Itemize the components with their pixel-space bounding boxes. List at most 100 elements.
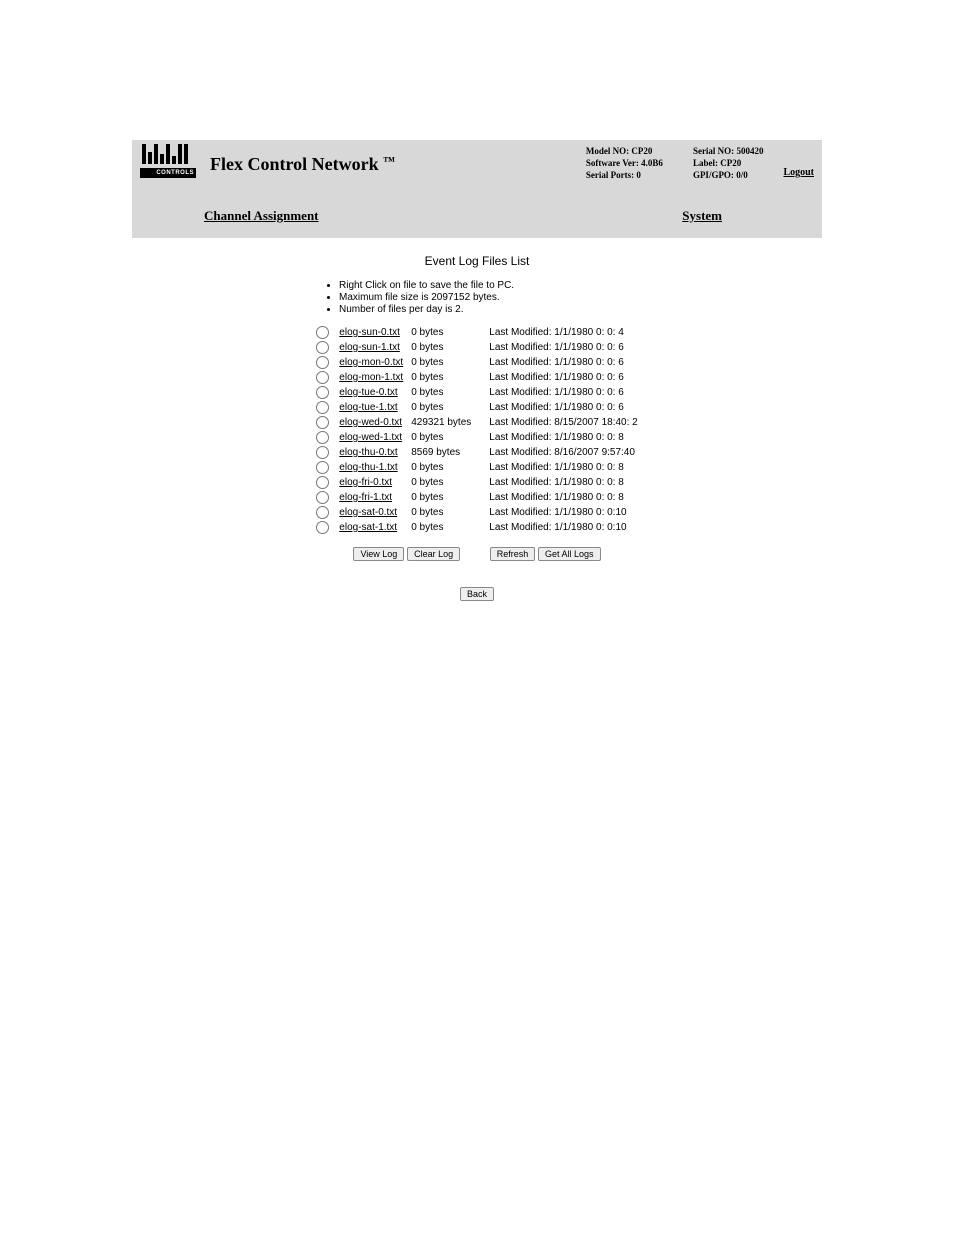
logo: CONTROLS <box>140 144 196 178</box>
gpigpo-value: 0/0 <box>736 170 748 180</box>
file-link[interactable]: elog-mon-0.txt <box>339 357 403 368</box>
file-row: elog-sun-0.txt 0 bytesLast Modified: 1/1/… <box>312 325 641 340</box>
file-link[interactable]: elog-fri-0.txt <box>339 477 392 488</box>
back-button[interactable]: Back <box>460 587 494 601</box>
file-link[interactable]: elog-sun-0.txt <box>339 327 400 338</box>
file-size: 0 bytes <box>407 325 475 340</box>
file-row: elog-wed-0.txt429321 bytesLast Modified:… <box>312 415 641 430</box>
file-link[interactable]: elog-sat-0.txt <box>339 507 397 518</box>
file-modified: Last Modified: 8/16/2007 9:57:40 <box>475 445 641 460</box>
device-info-col-2: Serial NO: 500420 Label: CP20 GPI/GPO: 0… <box>693 146 764 180</box>
file-size: 0 bytes <box>407 400 475 415</box>
app-title-main: Flex Control Network <box>210 154 383 174</box>
logo-controls-label: CONTROLS <box>140 168 196 178</box>
file-select-radio[interactable] <box>316 371 329 384</box>
software-ver-label: Software Ver: <box>586 158 639 168</box>
nav-channel-assignment[interactable]: Channel Assignment <box>204 208 319 224</box>
file-size: 0 bytes <box>407 475 475 490</box>
file-link[interactable]: elog-wed-0.txt <box>339 417 402 428</box>
file-link[interactable]: elog-thu-0.txt <box>339 447 397 458</box>
label-label: Label: <box>693 158 718 168</box>
file-modified: Last Modified: 1/1/1980 0: 0:10 <box>475 505 641 520</box>
section-title: Event Log Files List <box>132 254 822 268</box>
gpigpo-label: GPI/GPO: <box>693 170 734 180</box>
file-size: 0 bytes <box>407 430 475 445</box>
serial-no-value: 500420 <box>736 146 763 156</box>
serial-no-label: Serial NO: <box>693 146 734 156</box>
file-link[interactable]: elog-sat-1.txt <box>339 522 397 533</box>
file-link[interactable]: elog-thu-1.txt <box>339 462 397 473</box>
file-size: 8569 bytes <box>407 445 475 460</box>
file-link[interactable]: elog-tue-1.txt <box>339 402 397 413</box>
device-info-col-1: Model NO: CP20 Software Ver: 4.0B6 Seria… <box>586 146 663 180</box>
get-all-logs-button[interactable]: Get All Logs <box>538 547 601 561</box>
serial-ports-label: Serial Ports: <box>586 170 634 180</box>
header: CONTROLS Flex Control Network ™ Model NO… <box>132 140 822 188</box>
file-select-radio[interactable] <box>316 356 329 369</box>
logout-link[interactable]: Logout <box>783 167 814 178</box>
file-row: elog-thu-1.txt 0 bytesLast Modified: 1/1/… <box>312 460 641 475</box>
file-modified: Last Modified: 1/1/1980 0: 0: 6 <box>475 400 641 415</box>
file-modified: Last Modified: 1/1/1980 0: 0:10 <box>475 520 641 535</box>
back-button-row: Back <box>132 587 822 601</box>
file-row: elog-mon-0.txt0 bytesLast Modified: 1/1/… <box>312 355 641 370</box>
file-size: 0 bytes <box>407 505 475 520</box>
file-row: elog-wed-1.txt 0 bytesLast Modified: 1/1/… <box>312 430 641 445</box>
hint-item: Maximum file size is 2097152 bytes. <box>339 292 629 303</box>
file-link[interactable]: elog-wed-1.txt <box>339 432 402 443</box>
file-modified: Last Modified: 8/15/2007 18:40: 2 <box>475 415 641 430</box>
model-no-value: CP20 <box>631 146 652 156</box>
file-row: elog-mon-1.txt 0 bytesLast Modified: 1/1/… <box>312 370 641 385</box>
hints-list: Right Click on file to save the file to … <box>325 280 629 315</box>
label-value: CP20 <box>720 158 741 168</box>
refresh-button[interactable]: Refresh <box>490 547 536 561</box>
model-no-label: Model NO: <box>586 146 629 156</box>
file-modified: Last Modified: 1/1/1980 0: 0: 6 <box>475 355 641 370</box>
file-select-radio[interactable] <box>316 341 329 354</box>
file-select-radio[interactable] <box>316 446 329 459</box>
file-modified: Last Modified: 1/1/1980 0: 0: 6 <box>475 370 641 385</box>
file-row: elog-sat-0.txt 0 bytesLast Modified: 1/1/… <box>312 505 641 520</box>
clear-log-button[interactable]: Clear Log <box>407 547 460 561</box>
file-link[interactable]: elog-mon-1.txt <box>339 372 403 383</box>
file-size: 0 bytes <box>407 490 475 505</box>
file-select-radio[interactable] <box>316 476 329 489</box>
file-modified: Last Modified: 1/1/1980 0: 0: 8 <box>475 430 641 445</box>
file-modified: Last Modified: 1/1/1980 0: 0: 4 <box>475 325 641 340</box>
view-log-button[interactable]: View Log <box>353 547 404 561</box>
logo-bars-icon <box>142 144 196 164</box>
file-select-radio[interactable] <box>316 506 329 519</box>
file-size: 0 bytes <box>407 340 475 355</box>
file-select-radio[interactable] <box>316 461 329 474</box>
file-link[interactable]: elog-tue-0.txt <box>339 387 397 398</box>
file-select-radio[interactable] <box>316 521 329 534</box>
hint-item: Right Click on file to save the file to … <box>339 280 629 291</box>
file-modified: Last Modified: 1/1/1980 0: 0: 8 <box>475 490 641 505</box>
file-size: 0 bytes <box>407 520 475 535</box>
file-select-radio[interactable] <box>316 416 329 429</box>
file-modified: Last Modified: 1/1/1980 0: 0: 6 <box>475 385 641 400</box>
file-select-radio[interactable] <box>316 431 329 444</box>
file-modified: Last Modified: 1/1/1980 0: 0: 8 <box>475 460 641 475</box>
action-button-row: View Log Clear Log Refresh Get All Logs <box>132 547 822 561</box>
file-size: 0 bytes <box>407 370 475 385</box>
file-row: elog-fri-1.txt 0 bytesLast Modified: 1/1/… <box>312 490 641 505</box>
file-select-radio[interactable] <box>316 326 329 339</box>
file-size: 0 bytes <box>407 460 475 475</box>
file-row: elog-sat-1.txt 0 bytesLast Modified: 1/1/… <box>312 520 641 535</box>
file-link[interactable]: elog-fri-1.txt <box>339 492 392 503</box>
file-modified: Last Modified: 1/1/1980 0: 0: 8 <box>475 475 641 490</box>
file-modified: Last Modified: 1/1/1980 0: 0: 6 <box>475 340 641 355</box>
file-row: elog-tue-0.txt0 bytesLast Modified: 1/1/… <box>312 385 641 400</box>
nav-bar: Channel Assignment System <box>132 188 822 238</box>
content-area: Event Log Files List Right Click on file… <box>132 238 822 619</box>
file-list: elog-sun-0.txt0 bytesLast Modified: 1/1/… <box>312 325 641 535</box>
file-link[interactable]: elog-sun-1.txt <box>339 342 400 353</box>
file-select-radio[interactable] <box>316 491 329 504</box>
app-title-tm: ™ <box>383 154 395 168</box>
file-select-radio[interactable] <box>316 401 329 414</box>
file-select-radio[interactable] <box>316 386 329 399</box>
device-info: Model NO: CP20 Software Ver: 4.0B6 Seria… <box>586 146 764 180</box>
app-title: Flex Control Network ™ <box>210 154 586 175</box>
nav-system[interactable]: System <box>682 208 722 224</box>
